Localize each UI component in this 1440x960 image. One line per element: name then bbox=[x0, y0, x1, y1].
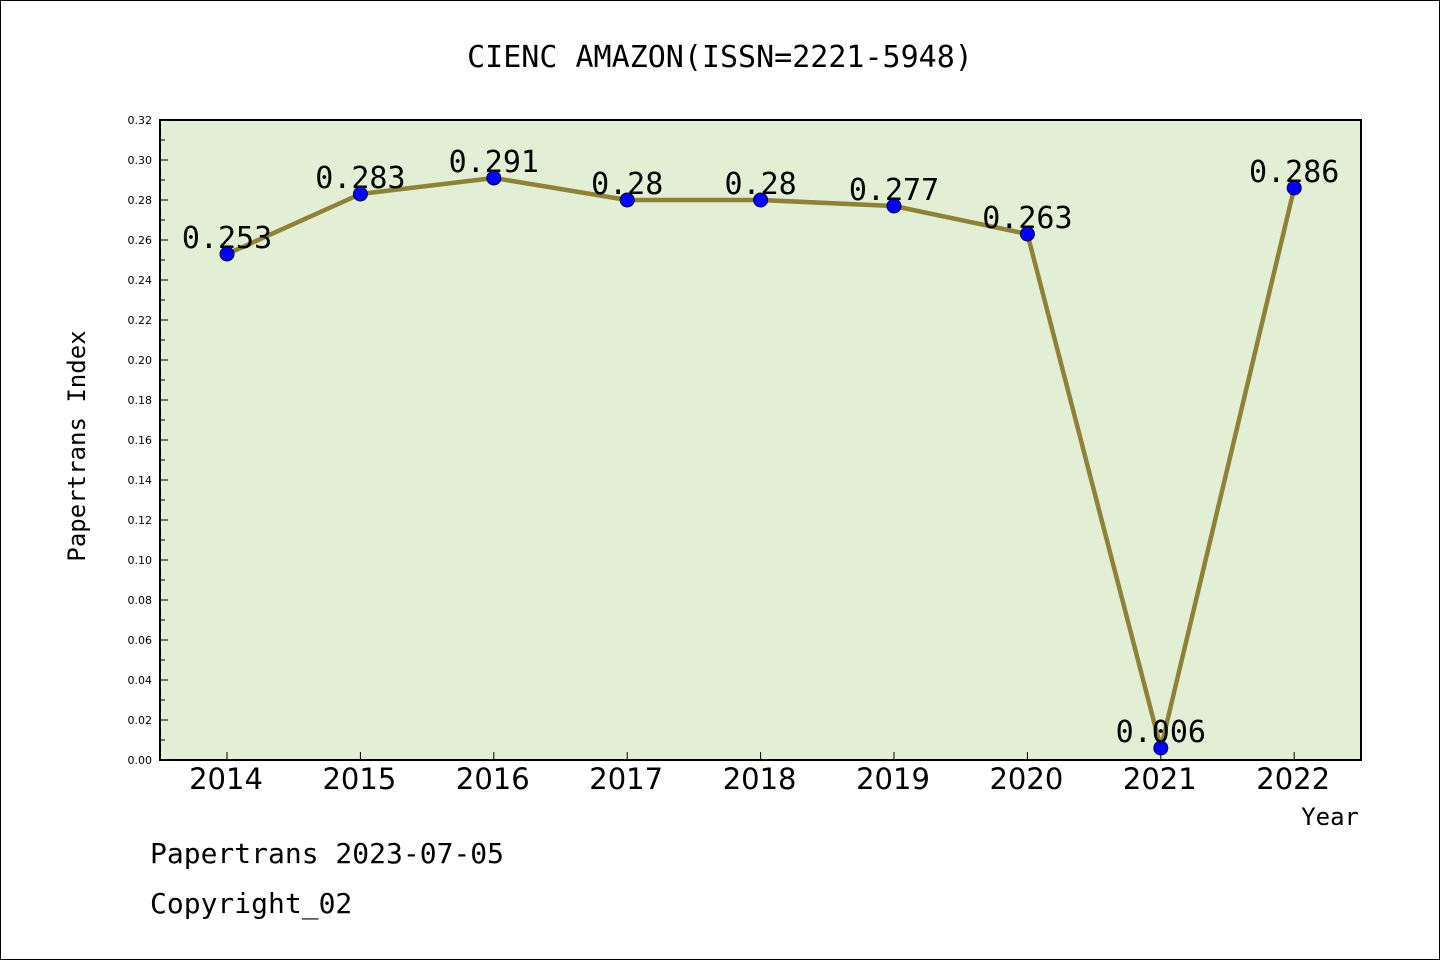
x-tick-label: 2014 bbox=[189, 762, 263, 796]
x-tick-label: 2017 bbox=[589, 762, 663, 796]
y-axis-label: Papertrans Index bbox=[63, 330, 91, 561]
data-point bbox=[219, 246, 235, 262]
y-tick-label: 0.20 bbox=[128, 354, 153, 367]
y-tick-label: 0.22 bbox=[128, 314, 153, 327]
chart-title: CIENC AMAZON(ISSN=2221-5948) bbox=[467, 40, 973, 75]
x-axis: 2014 2015 2016 2017 2018 2019 2020 2021 2022 bbox=[189, 752, 1330, 796]
data-label: 0.28 bbox=[591, 167, 663, 202]
data-label: 0.286 bbox=[1249, 155, 1339, 190]
y-tick-label: 0.26 bbox=[128, 234, 153, 247]
data-point bbox=[886, 198, 902, 214]
data-label: 0.006 bbox=[1116, 715, 1206, 750]
y-axis: 0.00 0.02 0.04 0.06 0.08 0.10 0.12 0.14 0.16 0.18… bbox=[128, 114, 168, 767]
y-tick-label: 0.08 bbox=[128, 594, 153, 607]
data-label: 0.253 bbox=[182, 221, 272, 256]
x-tick-label: 2021 bbox=[1123, 762, 1197, 796]
data-point bbox=[1153, 740, 1169, 756]
x-tick-label: 2015 bbox=[322, 762, 396, 796]
data-label: 0.283 bbox=[315, 161, 405, 196]
data-label-group: 0.253 0.283 0.291 0.28 0.28 0.277 0.263 0.006 0.… bbox=[182, 145, 1340, 750]
y-tick-label: 0.32 bbox=[128, 114, 153, 127]
footer-date: Papertrans 2023-07-05 bbox=[150, 837, 504, 870]
y-tick-label: 0.06 bbox=[128, 634, 153, 647]
y-tick-label: 0.18 bbox=[128, 394, 153, 407]
y-tick-label: 0.16 bbox=[128, 434, 153, 447]
data-label: 0.263 bbox=[982, 201, 1072, 236]
y-tick-label: 0.30 bbox=[128, 154, 153, 167]
data-point bbox=[352, 186, 368, 202]
data-point bbox=[753, 192, 769, 208]
x-tick-label: 2019 bbox=[856, 762, 930, 796]
data-point bbox=[486, 170, 502, 186]
x-tick-label: 2018 bbox=[723, 762, 797, 796]
x-tick-label: 2022 bbox=[1256, 762, 1330, 796]
y-tick-label: 0.04 bbox=[128, 674, 153, 687]
y-tick-label: 0.02 bbox=[128, 714, 153, 727]
data-point bbox=[619, 192, 635, 208]
data-label: 0.28 bbox=[724, 167, 796, 202]
data-label: 0.277 bbox=[849, 173, 939, 208]
footer-copyright: Copyright_02 bbox=[150, 887, 352, 921]
y-tick-label: 0.24 bbox=[128, 274, 153, 287]
y-tick-label: 0.10 bbox=[128, 554, 153, 567]
y-tick-label: 0.28 bbox=[128, 194, 153, 207]
x-axis-label: Year bbox=[1301, 803, 1359, 831]
plot-area bbox=[159, 119, 1362, 761]
data-point bbox=[1019, 226, 1035, 242]
y-tick-label: 0.14 bbox=[128, 474, 153, 487]
series-line-group bbox=[219, 170, 1302, 756]
y-tick-label: 0.12 bbox=[128, 514, 153, 527]
x-tick-label: 2016 bbox=[456, 762, 530, 796]
y-tick-label: 0.00 bbox=[128, 754, 153, 767]
data-label: 0.291 bbox=[449, 145, 539, 180]
data-point bbox=[1286, 180, 1302, 196]
x-tick-label: 2020 bbox=[989, 762, 1063, 796]
